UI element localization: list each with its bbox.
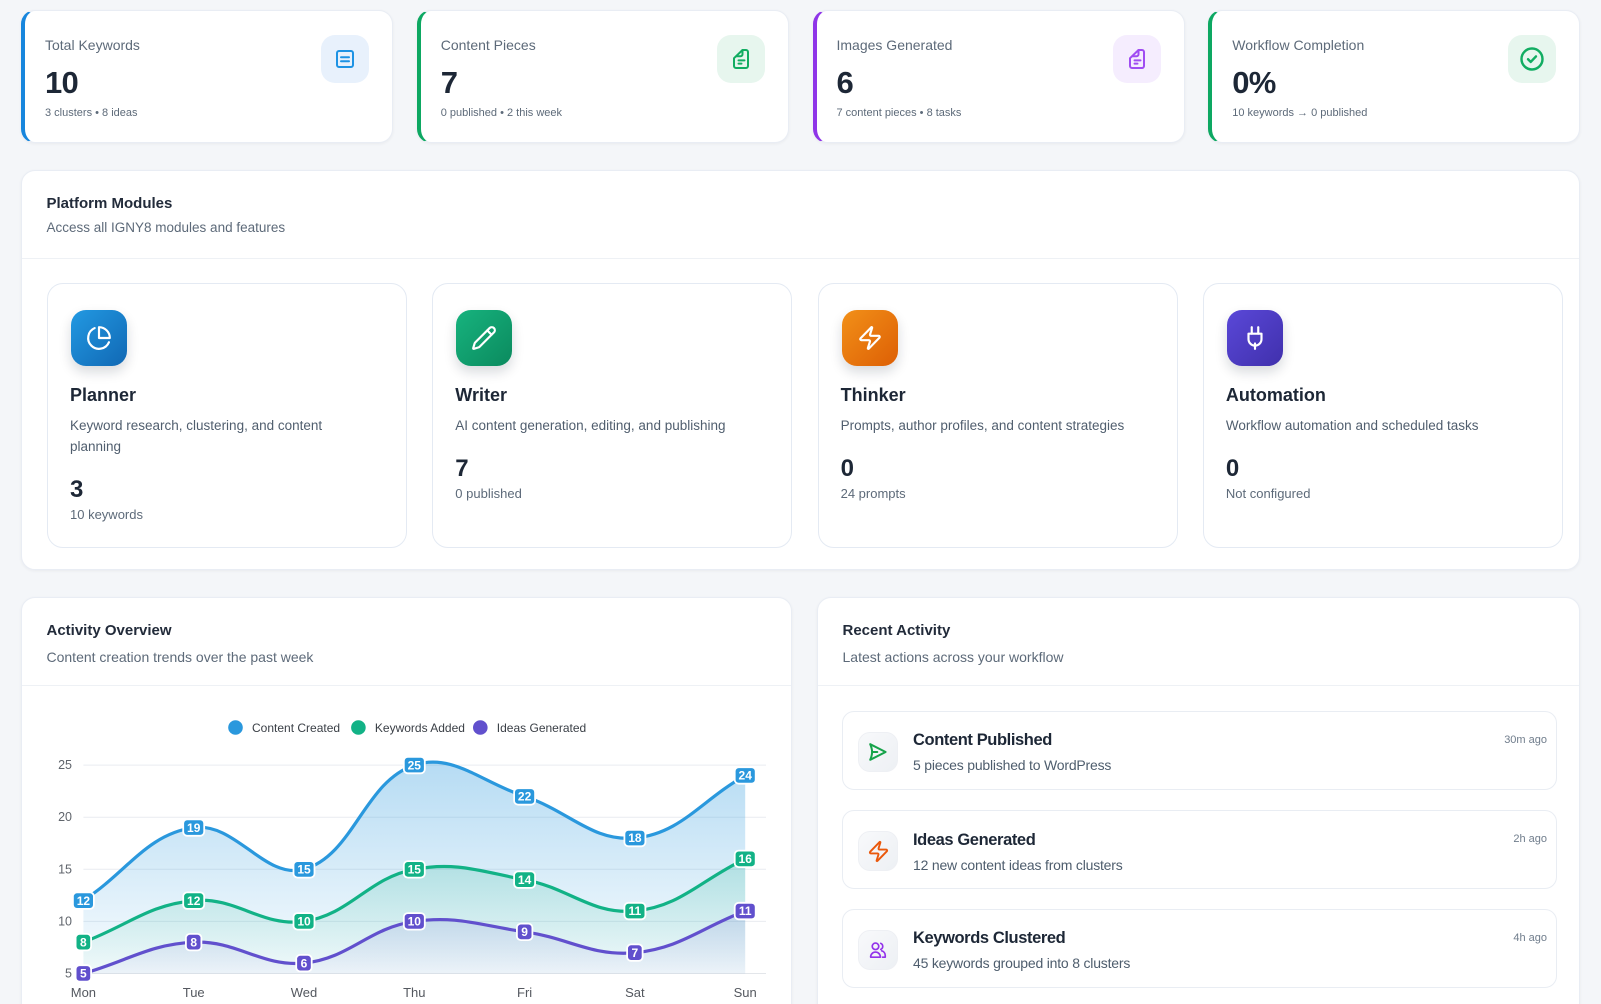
svg-text:15: 15 bbox=[297, 863, 311, 877]
svg-text:12: 12 bbox=[187, 894, 201, 908]
svg-text:15: 15 bbox=[58, 862, 72, 876]
svg-text:14: 14 bbox=[518, 873, 532, 887]
svg-text:22: 22 bbox=[518, 790, 532, 804]
svg-text:8: 8 bbox=[190, 935, 197, 949]
svg-text:6: 6 bbox=[301, 956, 308, 970]
svg-text:Tue: Tue bbox=[183, 985, 205, 1000]
svg-text:16: 16 bbox=[739, 852, 753, 866]
svg-text:Sun: Sun bbox=[734, 985, 757, 1000]
svg-text:Sat: Sat bbox=[625, 985, 645, 1000]
svg-text:8: 8 bbox=[80, 935, 87, 949]
svg-text:20: 20 bbox=[58, 810, 72, 824]
svg-text:19: 19 bbox=[187, 821, 201, 835]
svg-text:7: 7 bbox=[632, 946, 639, 960]
svg-text:Keywords Added: Keywords Added bbox=[375, 721, 465, 735]
svg-text:15: 15 bbox=[408, 863, 422, 877]
svg-text:9: 9 bbox=[521, 925, 528, 939]
svg-text:11: 11 bbox=[739, 904, 752, 918]
svg-text:Content Created: Content Created bbox=[252, 721, 340, 735]
svg-text:11: 11 bbox=[629, 904, 642, 918]
svg-text:Mon: Mon bbox=[71, 985, 96, 1000]
svg-text:Thu: Thu bbox=[403, 985, 425, 1000]
svg-text:Ideas Generated: Ideas Generated bbox=[497, 721, 586, 735]
svg-text:12: 12 bbox=[77, 894, 91, 908]
svg-text:24: 24 bbox=[739, 769, 753, 783]
svg-text:5: 5 bbox=[80, 967, 87, 981]
svg-text:10: 10 bbox=[408, 915, 422, 929]
svg-text:Fri: Fri bbox=[517, 985, 532, 1000]
svg-text:25: 25 bbox=[408, 758, 422, 772]
svg-text:10: 10 bbox=[58, 914, 72, 928]
svg-text:Wed: Wed bbox=[291, 985, 318, 1000]
svg-text:10: 10 bbox=[297, 915, 311, 929]
svg-text:5: 5 bbox=[65, 967, 72, 981]
svg-text:18: 18 bbox=[628, 831, 642, 845]
svg-text:25: 25 bbox=[58, 758, 72, 772]
